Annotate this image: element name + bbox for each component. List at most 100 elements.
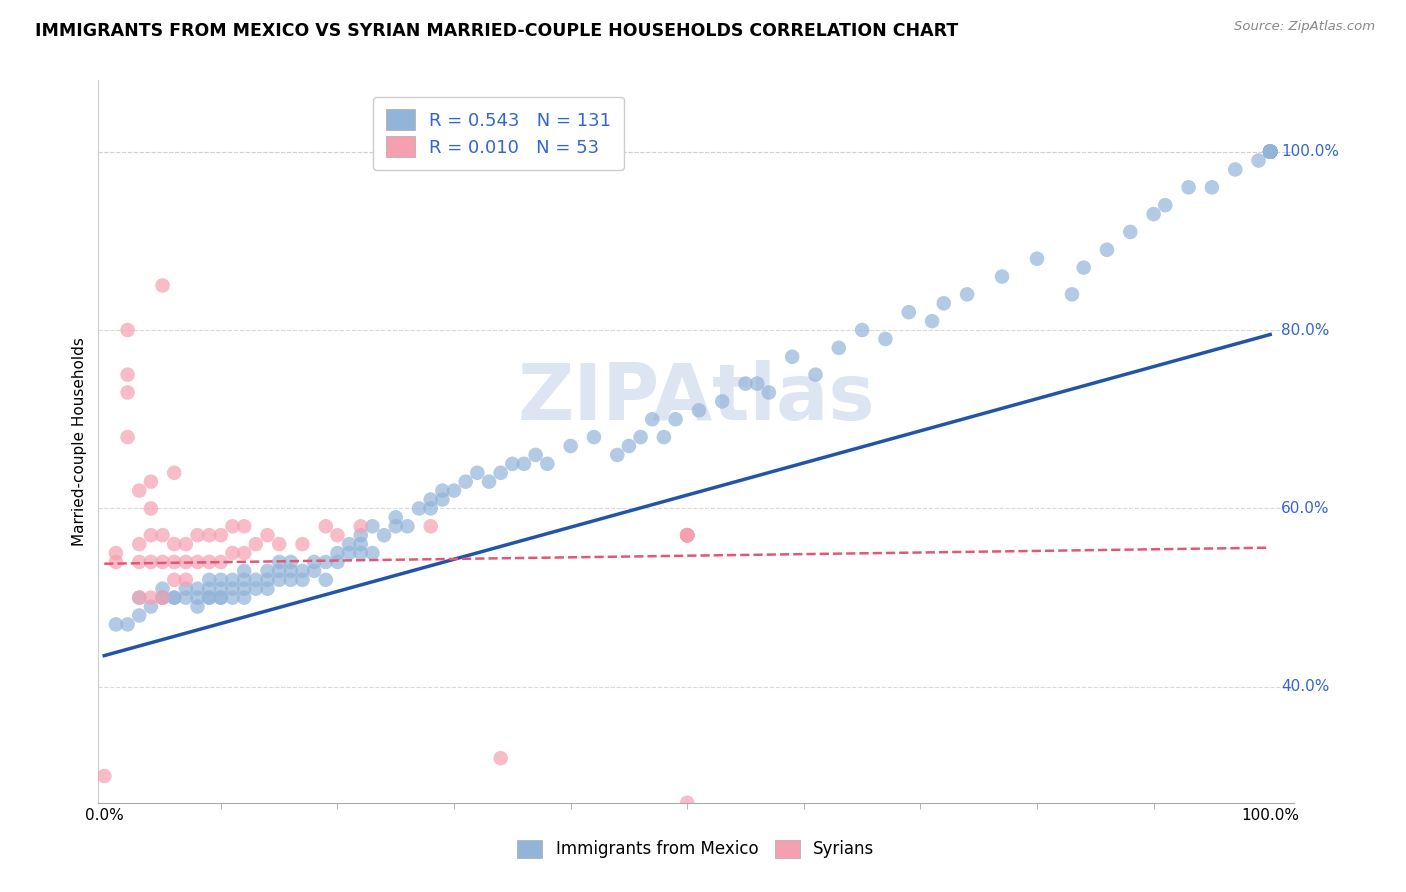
Point (186, 555, 208, 569)
Point (1258, 145, 1281, 159)
Point (139, 599, 162, 614)
Point (104, 555, 127, 569)
Point (104, 617, 127, 632)
Point (1225, 162, 1247, 177)
Point (139, 528, 162, 542)
Point (1258, 145, 1281, 159)
Text: Source: ZipAtlas.com: Source: ZipAtlas.com (1234, 20, 1375, 33)
Point (326, 555, 349, 569)
Text: ZIPAtlas: ZIPAtlas (517, 360, 875, 436)
Point (233, 573, 256, 587)
Point (117, 617, 139, 632)
Point (139, 591, 162, 605)
Point (117, 368, 139, 382)
Point (233, 582, 256, 596)
Point (513, 457, 536, 471)
Point (1258, 145, 1281, 159)
Point (489, 466, 512, 480)
Point (1119, 225, 1142, 239)
Point (1177, 180, 1199, 194)
Point (198, 591, 221, 605)
Point (676, 528, 699, 542)
Point (302, 564, 325, 578)
Point (1026, 252, 1049, 266)
Point (617, 439, 640, 453)
Point (688, 403, 710, 417)
Point (1258, 145, 1281, 159)
Point (1258, 145, 1281, 159)
Point (174, 582, 197, 596)
Point (233, 519, 256, 533)
Point (1095, 243, 1118, 257)
Point (384, 510, 406, 524)
Point (256, 564, 278, 578)
Point (256, 582, 278, 596)
Point (734, 376, 756, 391)
Point (128, 591, 150, 605)
Point (1258, 145, 1281, 159)
Point (209, 555, 232, 569)
Point (560, 439, 582, 453)
Point (174, 537, 197, 551)
Point (676, 528, 699, 542)
Point (256, 528, 278, 542)
Point (408, 501, 430, 516)
Point (384, 519, 406, 533)
Point (280, 555, 302, 569)
Point (152, 555, 174, 569)
Point (1258, 145, 1281, 159)
Point (489, 751, 512, 765)
Point (269, 573, 291, 587)
Point (758, 385, 780, 400)
Point (245, 582, 267, 596)
Point (209, 591, 232, 605)
Point (128, 591, 150, 605)
Point (652, 430, 675, 444)
Point (104, 546, 127, 560)
Point (747, 376, 769, 391)
Point (269, 537, 291, 551)
Text: 80.0%: 80.0% (1281, 323, 1330, 337)
Point (221, 573, 243, 587)
Point (269, 564, 291, 578)
Point (152, 591, 174, 605)
Point (582, 430, 605, 444)
Point (233, 591, 256, 605)
Point (117, 323, 139, 337)
Point (117, 430, 139, 444)
Point (256, 573, 278, 587)
Point (1258, 145, 1281, 159)
Point (396, 519, 419, 533)
Point (152, 591, 174, 605)
Point (221, 582, 243, 596)
Point (163, 466, 186, 480)
Point (198, 582, 221, 596)
Point (1258, 145, 1281, 159)
Point (139, 555, 162, 569)
Point (93, 769, 115, 783)
Point (1258, 145, 1281, 159)
Point (1258, 145, 1281, 159)
Point (676, 528, 699, 542)
Point (1258, 145, 1281, 159)
Point (280, 564, 302, 578)
Point (139, 501, 162, 516)
Point (350, 519, 373, 533)
Point (152, 528, 174, 542)
Point (163, 555, 186, 569)
Text: IMMIGRANTS FROM MEXICO VS SYRIAN MARRIED-COUPLE HOUSEHOLDS CORRELATION CHART: IMMIGRANTS FROM MEXICO VS SYRIAN MARRIED… (35, 22, 959, 40)
Point (991, 269, 1014, 284)
Point (419, 519, 441, 533)
Point (128, 537, 150, 551)
Point (467, 466, 489, 480)
Point (1258, 145, 1281, 159)
Point (1258, 145, 1281, 159)
Point (419, 492, 441, 507)
Point (1154, 198, 1177, 212)
Point (921, 314, 943, 328)
Point (128, 608, 150, 623)
Point (350, 528, 373, 542)
Point (524, 448, 547, 462)
Point (128, 555, 150, 569)
Point (432, 483, 454, 498)
